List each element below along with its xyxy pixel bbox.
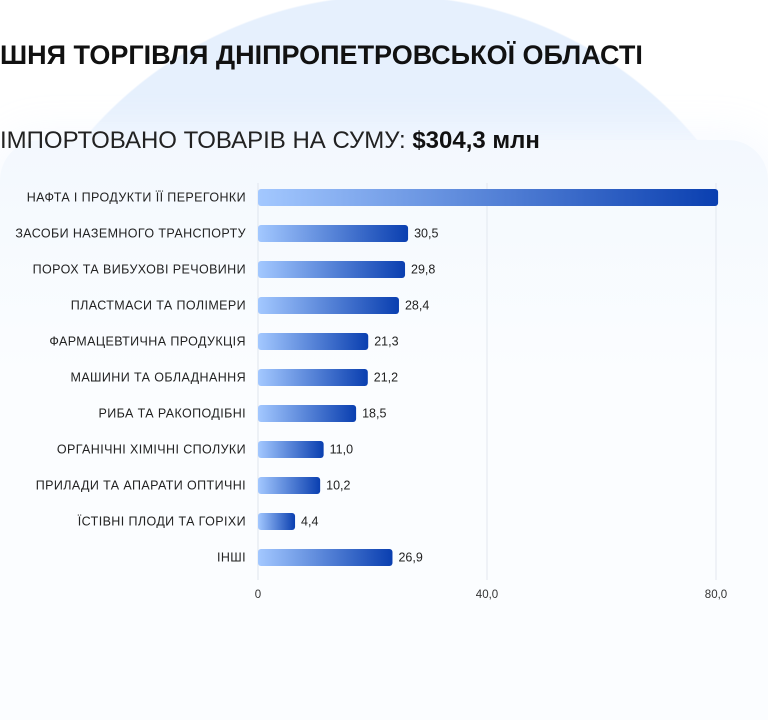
category-label: ПОРОХ ТА ВИБУХОВІ РЕЧОВИНИ [33,263,246,277]
subtitle-amount: $304,3 млн [412,127,540,154]
bar [258,189,719,206]
bar [258,513,296,530]
bar [258,369,368,386]
category-label: ПРИЛАДИ ТА АПАРАТИ ОПТИЧНІ [36,479,246,493]
subtitle-text: ІМПОРТОВАНО ТОВАРІВ НА СУМУ: [0,127,406,154]
value-label: 10,2 [326,479,350,493]
value-label: 30,5 [414,227,438,241]
value-label: 28,4 [405,299,429,313]
bar [258,261,406,278]
page-title: ШНЯ ТОРГІВЛЯ ДНІПРОПЕТРОВСЬКОЇ ОБЛАСТІ [0,40,643,70]
bar [258,297,399,314]
x-tick-label: 0 [255,589,261,601]
value-label: 21,2 [374,371,398,385]
bar [258,225,409,242]
x-tick-label: 40,0 [476,589,498,601]
category-label: ЇСТІВНІ ПЛОДИ ТА ГОРІХИ [78,515,246,529]
category-label: ОРГАНІЧНІ ХІМІЧНІ СПОЛУКИ [57,443,246,457]
category-label: ЗАСОБИ НАЗЕМНОГО ТРАНСПОРТУ [15,227,246,241]
value-label: 11,0 [330,443,353,457]
bar [258,333,369,350]
category-label: НАФТА І ПРОДУКТИ ЇЇ ПЕРЕГОНКИ [27,191,246,205]
category-label: РИБА ТА РАКОПОДІБНІ [99,407,246,421]
value-label: 26,9 [398,551,422,565]
value-label: 18,5 [362,407,386,421]
value-label: 4,4 [301,515,318,529]
bar [258,549,393,566]
bar [258,477,321,494]
subtitle: ІМПОРТОВАНО ТОВАРІВ НА СУМУ: $304,3 млн [0,127,768,155]
bar [258,405,357,422]
category-label: ІНШІ [217,551,246,565]
category-label: ПЛАСТМАСИ ТА ПОЛІМЕРИ [71,299,246,313]
value-label: 21,3 [374,335,398,349]
category-label: МАШИНИ ТА ОБЛАДНАННЯ [71,371,247,385]
x-tick-label: 80,0 [705,589,727,601]
value-label: 29,8 [411,263,435,277]
bar [258,441,324,458]
category-label: ФАРМАЦЕВТИЧНА ПРОДУКЦІЯ [49,335,246,349]
